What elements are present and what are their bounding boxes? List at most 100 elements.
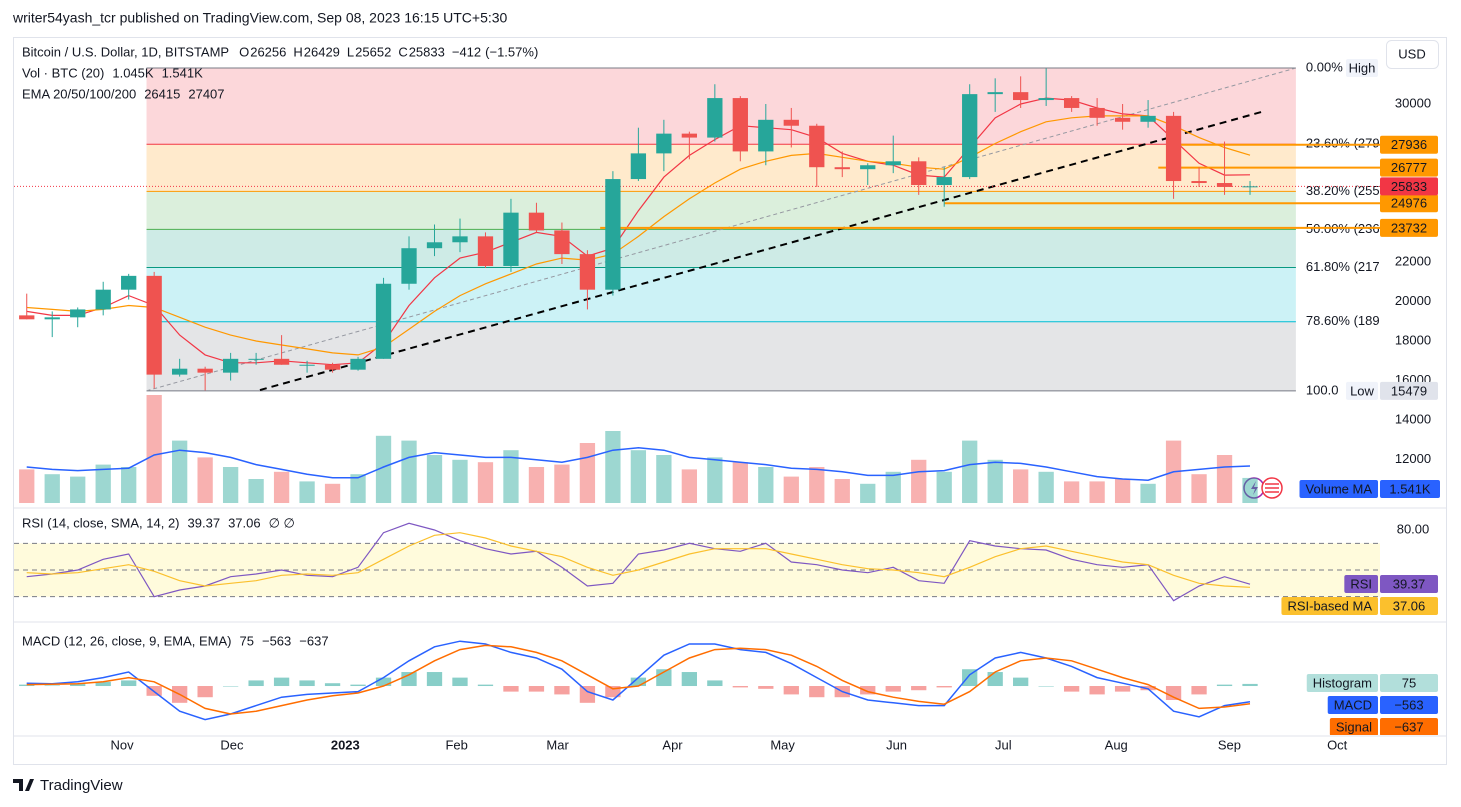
- histogram-bar: [452, 677, 468, 687]
- volume-bar: [324, 483, 341, 503]
- volume-bar: [70, 476, 86, 503]
- hline-price-box: [1380, 218, 1438, 237]
- volume-bar: [1038, 471, 1054, 503]
- candle-body: [477, 236, 494, 266]
- candle-body: [121, 275, 137, 290]
- volume-bar: [95, 464, 111, 503]
- histogram-bar: [885, 686, 901, 692]
- candle-body: [605, 179, 621, 290]
- macd-legend-name-box: [1329, 718, 1378, 735]
- volume-bar: [299, 481, 315, 503]
- candle-body: [911, 161, 927, 185]
- volume-bar: [554, 464, 570, 503]
- fib-low-price-box: [1380, 381, 1438, 400]
- candle-body: [1216, 183, 1233, 187]
- candle-body: [630, 153, 647, 180]
- rsi-value-box: [1380, 597, 1438, 615]
- volume-bar: [809, 467, 825, 503]
- volume-bar: [732, 462, 748, 503]
- y-tick-label: 22000: [1395, 253, 1431, 268]
- candle-body: [324, 364, 341, 370]
- histogram-bar: [1191, 686, 1207, 695]
- legend-text: L: [347, 44, 354, 59]
- histogram-bar: [783, 686, 799, 695]
- fib-label: 61.80% (217: [1306, 259, 1380, 274]
- x-tick-label: Dec: [220, 737, 244, 752]
- legend-text: H: [293, 44, 302, 59]
- hline-price: 23732: [1391, 220, 1427, 235]
- histogram-bar: [273, 677, 290, 687]
- rsi-line: [26, 522, 1251, 602]
- brand: TradingView: [40, 777, 123, 794]
- legend-text: 1.541K: [162, 65, 204, 80]
- macd-legend: Histogram 75 MACD −563 Signal −637: [1306, 674, 1438, 735]
- macd-legend-value: −563: [1394, 697, 1423, 712]
- histogram-value: 75: [1402, 675, 1416, 690]
- volume-bar: [783, 476, 799, 503]
- x-tick-label: Jul: [995, 737, 1012, 752]
- histogram-legend: Histogram: [1313, 675, 1372, 690]
- candle-body: [503, 212, 519, 266]
- candle-body: [1013, 92, 1029, 101]
- candle-body: [1140, 115, 1156, 122]
- macd-legend-value-box: [1380, 696, 1438, 714]
- y-tick-label: 14000: [1395, 411, 1431, 426]
- rsi-value: 39.37: [1393, 576, 1426, 591]
- histogram-bar: [1063, 686, 1080, 692]
- legend-text: 27407: [188, 86, 224, 101]
- histogram-bar: [426, 672, 443, 687]
- candle-body: [1063, 98, 1080, 108]
- candle-body: [962, 94, 978, 178]
- candle-body: [1242, 186, 1258, 188]
- currency-label[interactable]: USD: [1398, 46, 1425, 61]
- volume-bar: [681, 469, 697, 503]
- candle-body: [299, 364, 315, 366]
- fib-band: [146, 321, 1296, 391]
- candle-body: [197, 368, 213, 373]
- legend-text: C: [398, 44, 407, 59]
- currency-button[interactable]: [1386, 40, 1439, 69]
- volume-bar: [579, 443, 596, 503]
- volume-bar: [172, 440, 188, 503]
- legend-text: 25833: [409, 44, 445, 59]
- macd-pane: [19, 640, 1258, 721]
- hline-price: 24976: [1391, 196, 1427, 211]
- candle-body: [656, 133, 672, 154]
- macd-line: [26, 644, 1251, 715]
- hline-price-box: [1380, 158, 1438, 177]
- candle-body: [375, 283, 392, 359]
- histogram-bar: [324, 683, 341, 687]
- histogram-bar: [1216, 684, 1233, 687]
- histogram-bar: [579, 686, 596, 703]
- histogram-bar: [1013, 677, 1029, 687]
- rsi-legend-box: [1344, 575, 1378, 593]
- legend-text: −637: [299, 633, 328, 648]
- candle-body: [936, 177, 952, 185]
- fib-label: 100.0: [1306, 382, 1339, 397]
- candle-body: [452, 236, 468, 243]
- histogram-bar: [630, 677, 647, 687]
- hline-price-box: [1380, 135, 1438, 154]
- hline-price: 26777: [1391, 160, 1427, 175]
- x-tick-label: Sep: [1218, 737, 1241, 752]
- volume-bar: [1140, 483, 1156, 503]
- y-tick-label: 30000: [1395, 95, 1431, 110]
- volume-ma-line: [26, 447, 1251, 481]
- legend-text: MACD (12, 26, close, 9, EMA, EMA): [22, 633, 232, 648]
- histogram-bar: [248, 680, 264, 687]
- trendline: [259, 111, 1262, 392]
- x-tick-label: Aug: [1105, 737, 1128, 752]
- histogram-bar: [962, 669, 978, 687]
- rsi-legend: RSI: [1350, 576, 1372, 591]
- rsi-pane: [14, 522, 1380, 602]
- histogram-bar: [987, 672, 1003, 687]
- legend-text: −563: [262, 633, 291, 648]
- histogram-bar: [121, 680, 137, 687]
- histogram-bar: [503, 686, 519, 692]
- candle-body: [19, 315, 35, 320]
- legend-text: O: [239, 44, 249, 59]
- fib-band: [146, 229, 1296, 268]
- chart-frame: [13, 37, 1447, 765]
- volume-bar: [605, 431, 621, 503]
- y-tick-label: 20000: [1395, 293, 1431, 308]
